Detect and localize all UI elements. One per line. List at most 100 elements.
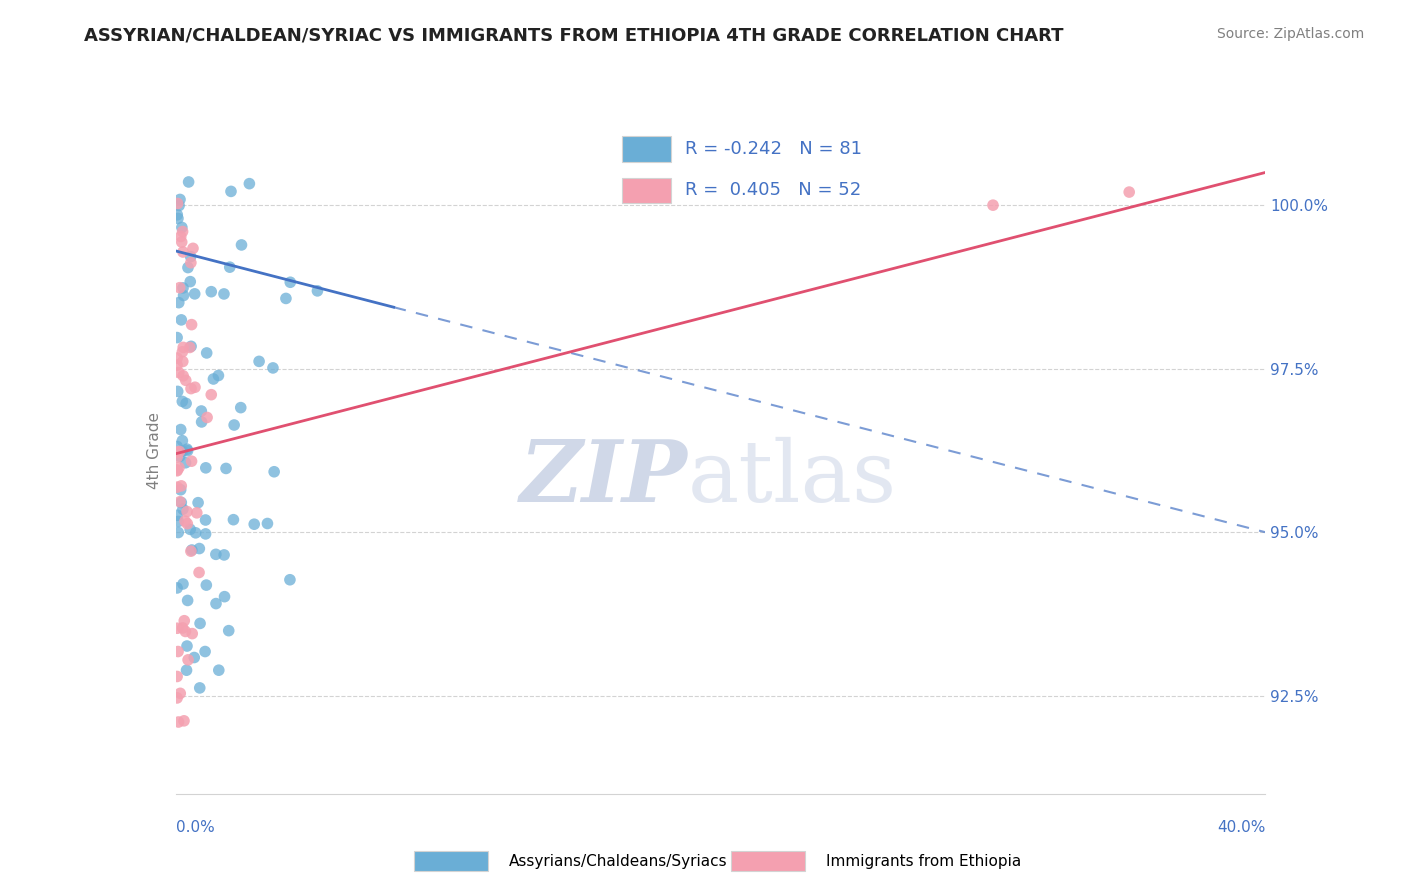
Point bbox=[212, 287, 235, 301]
Point bbox=[172, 621, 194, 635]
Point bbox=[172, 225, 194, 239]
Point bbox=[173, 714, 195, 728]
Point bbox=[1118, 185, 1140, 199]
Point bbox=[215, 461, 238, 475]
Point bbox=[180, 256, 202, 270]
Point bbox=[278, 573, 301, 587]
Point bbox=[188, 541, 211, 556]
Point bbox=[274, 292, 297, 306]
Point bbox=[194, 460, 217, 475]
Point bbox=[172, 344, 194, 359]
Point bbox=[166, 581, 188, 595]
Text: Source: ZipAtlas.com: Source: ZipAtlas.com bbox=[1216, 27, 1364, 41]
Point bbox=[173, 614, 195, 628]
Point bbox=[219, 185, 242, 199]
Point bbox=[188, 681, 211, 695]
Point bbox=[172, 394, 194, 409]
Bar bbox=[621, 178, 672, 203]
Point bbox=[166, 464, 188, 478]
Point bbox=[170, 220, 193, 235]
Point bbox=[243, 517, 266, 532]
Point bbox=[177, 175, 200, 189]
Point bbox=[180, 454, 202, 468]
Point bbox=[222, 513, 245, 527]
Point bbox=[172, 340, 194, 354]
Point bbox=[224, 417, 246, 432]
Text: Immigrants from Ethiopia: Immigrants from Ethiopia bbox=[825, 854, 1021, 869]
Point bbox=[166, 351, 188, 365]
Point bbox=[180, 318, 202, 332]
Point bbox=[170, 495, 193, 509]
Point bbox=[179, 341, 201, 355]
Point bbox=[200, 285, 222, 299]
Point bbox=[166, 358, 188, 372]
Point bbox=[195, 578, 218, 592]
Point bbox=[166, 440, 188, 454]
Point bbox=[981, 198, 1004, 212]
Point bbox=[174, 456, 197, 470]
Point bbox=[170, 423, 193, 437]
Point bbox=[166, 669, 188, 683]
Point bbox=[176, 505, 198, 519]
Point bbox=[167, 366, 190, 380]
Point bbox=[231, 238, 253, 252]
Point bbox=[166, 508, 188, 523]
Point bbox=[169, 281, 191, 295]
Point bbox=[170, 229, 193, 244]
Point bbox=[170, 313, 193, 327]
Point bbox=[167, 460, 190, 475]
Point bbox=[167, 714, 190, 729]
Point bbox=[214, 590, 236, 604]
Point bbox=[188, 616, 211, 631]
Point bbox=[262, 360, 284, 375]
Point bbox=[173, 288, 195, 302]
Text: R =  0.405   N = 52: R = 0.405 N = 52 bbox=[686, 181, 862, 199]
Point bbox=[172, 354, 194, 368]
Bar bbox=[413, 851, 488, 871]
Point bbox=[180, 250, 202, 264]
Point bbox=[170, 479, 193, 493]
Point bbox=[180, 339, 202, 353]
Point bbox=[172, 434, 194, 448]
Point bbox=[208, 663, 231, 677]
Point bbox=[180, 544, 202, 558]
Point bbox=[167, 515, 190, 529]
Text: Assyrians/Chaldeans/Syriacs: Assyrians/Chaldeans/Syriacs bbox=[509, 854, 727, 869]
Point bbox=[195, 346, 218, 360]
Point bbox=[180, 543, 202, 558]
Point bbox=[180, 382, 202, 396]
Point bbox=[167, 295, 190, 310]
Point bbox=[166, 463, 188, 477]
Point bbox=[176, 663, 198, 677]
Point bbox=[186, 506, 208, 520]
Point bbox=[169, 444, 191, 458]
Point bbox=[166, 621, 188, 635]
Point bbox=[169, 686, 191, 700]
Point bbox=[184, 380, 207, 394]
Point bbox=[229, 401, 252, 415]
Point bbox=[172, 502, 194, 516]
Point bbox=[181, 241, 204, 255]
Point bbox=[205, 547, 228, 561]
Point bbox=[177, 653, 200, 667]
Point bbox=[194, 527, 217, 541]
Point bbox=[172, 577, 194, 591]
Point bbox=[307, 284, 329, 298]
Point bbox=[176, 639, 198, 653]
Point bbox=[177, 260, 200, 275]
Point bbox=[202, 372, 225, 386]
Point bbox=[183, 286, 205, 301]
Point bbox=[169, 449, 191, 463]
Text: R = -0.242   N = 81: R = -0.242 N = 81 bbox=[686, 140, 862, 158]
Point bbox=[169, 483, 191, 497]
Point bbox=[194, 644, 217, 658]
Point bbox=[218, 260, 240, 275]
Point bbox=[187, 496, 209, 510]
Text: ZIP: ZIP bbox=[520, 436, 688, 520]
Point bbox=[207, 368, 229, 383]
Point bbox=[166, 208, 188, 222]
Point bbox=[166, 384, 188, 399]
Point bbox=[238, 177, 260, 191]
Point bbox=[172, 281, 194, 295]
Point bbox=[166, 330, 188, 344]
